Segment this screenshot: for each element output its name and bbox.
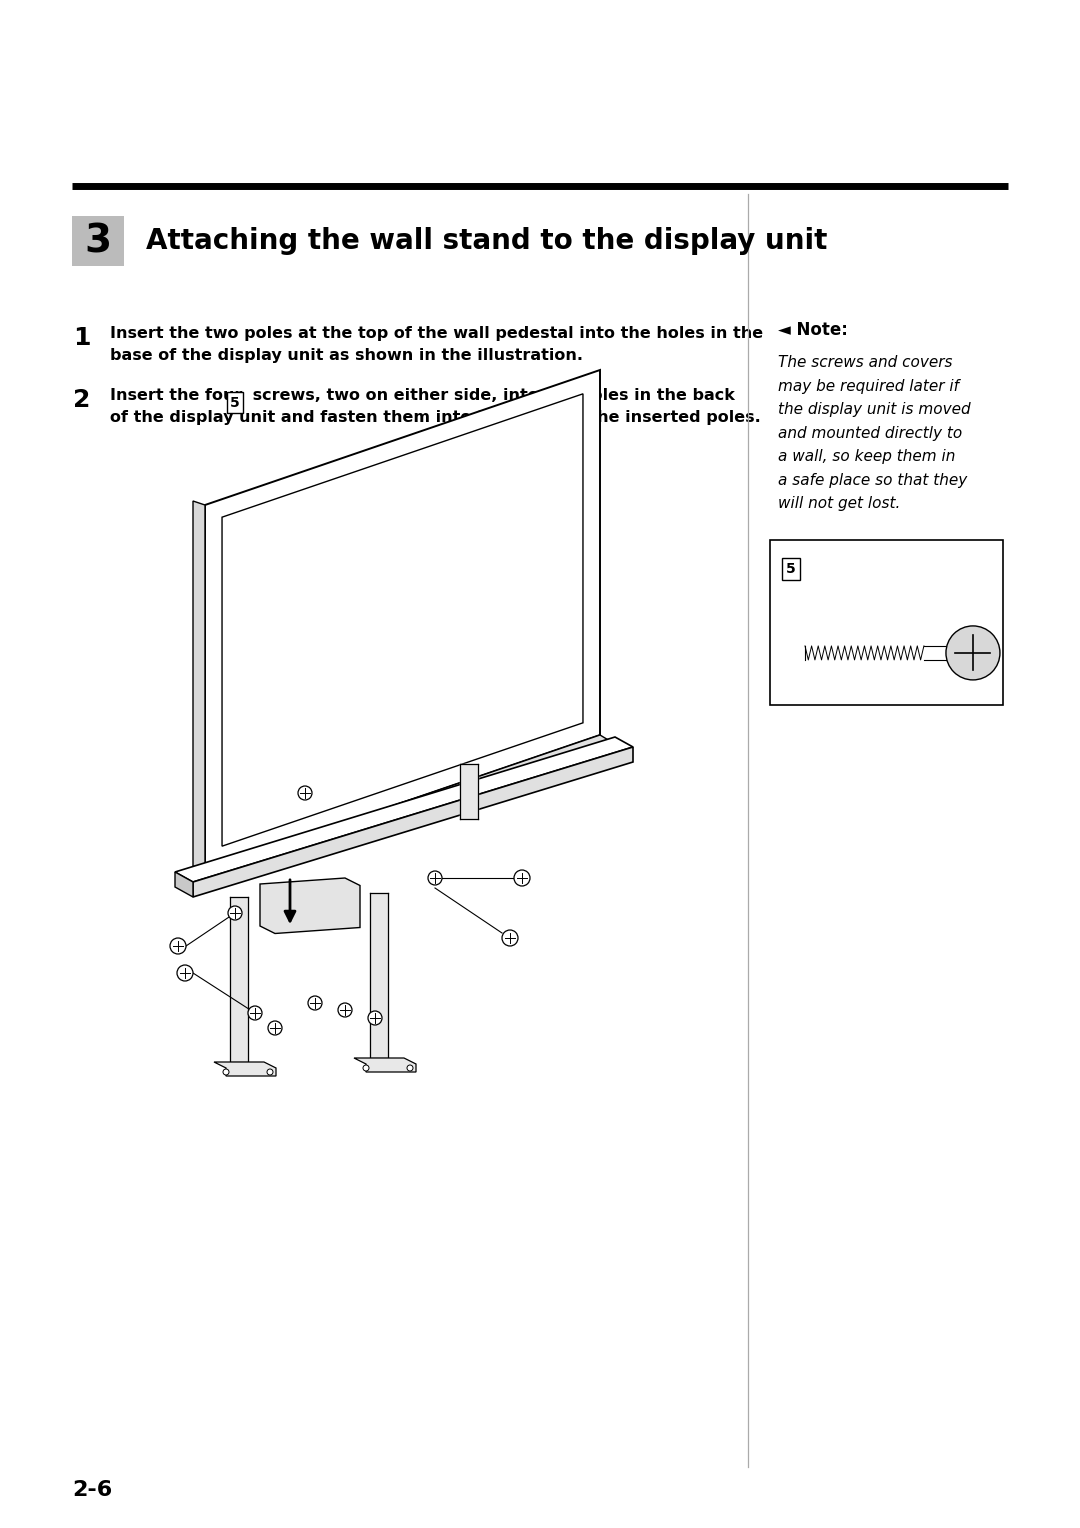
Text: Insert the two poles at the top of the wall pedestal into the holes in the: Insert the two poles at the top of the w… xyxy=(110,327,764,341)
Polygon shape xyxy=(193,747,633,897)
Circle shape xyxy=(177,966,193,981)
Circle shape xyxy=(428,871,442,885)
Text: Insert the four: Insert the four xyxy=(110,388,248,403)
Text: may be required later if: may be required later if xyxy=(778,379,959,394)
Polygon shape xyxy=(205,370,600,869)
Polygon shape xyxy=(354,1057,416,1073)
Polygon shape xyxy=(205,735,620,882)
Text: the display unit is moved: the display unit is moved xyxy=(778,402,971,417)
Text: will not get lost.: will not get lost. xyxy=(778,497,901,512)
Bar xyxy=(782,558,800,581)
Circle shape xyxy=(222,1070,229,1076)
Text: of the display unit and fasten them into the holes in the inserted poles.: of the display unit and fasten them into… xyxy=(110,411,760,425)
Text: 2-6: 2-6 xyxy=(72,1481,112,1500)
Circle shape xyxy=(368,1012,382,1025)
Circle shape xyxy=(267,1070,273,1076)
Text: base of the display unit as shown in the illustration.: base of the display unit as shown in the… xyxy=(110,348,583,364)
Polygon shape xyxy=(193,501,205,869)
Circle shape xyxy=(407,1065,413,1071)
Text: Assembly screw: Assembly screw xyxy=(810,562,933,578)
Circle shape xyxy=(363,1065,369,1071)
Text: screws, two on either side, into the holes in the back: screws, two on either side, into the hol… xyxy=(247,388,734,403)
Circle shape xyxy=(248,1005,262,1021)
Circle shape xyxy=(308,996,322,1010)
Bar xyxy=(72,217,124,266)
Text: 2: 2 xyxy=(73,388,91,413)
Circle shape xyxy=(170,938,186,953)
Bar xyxy=(770,539,1003,704)
Text: 1: 1 xyxy=(73,327,91,350)
Text: 3: 3 xyxy=(84,223,111,260)
Circle shape xyxy=(228,906,242,920)
Bar xyxy=(805,646,950,660)
Text: (M5-30) x 4: (M5-30) x 4 xyxy=(810,585,897,601)
Circle shape xyxy=(946,626,1000,680)
Text: a wall, so keep them in: a wall, so keep them in xyxy=(778,449,956,465)
Text: and mounted directly to: and mounted directly to xyxy=(778,426,962,442)
Text: 5: 5 xyxy=(230,396,240,410)
Polygon shape xyxy=(175,872,193,897)
Text: ◄ Note:: ◄ Note: xyxy=(778,321,848,339)
Polygon shape xyxy=(175,736,633,882)
Circle shape xyxy=(298,785,312,801)
Text: Attaching the wall stand to the display unit: Attaching the wall stand to the display … xyxy=(146,228,827,255)
Circle shape xyxy=(338,1002,352,1018)
Polygon shape xyxy=(222,394,583,847)
Text: a safe place so that they: a safe place so that they xyxy=(778,472,968,487)
Circle shape xyxy=(268,1021,282,1034)
Text: The screws and covers: The screws and covers xyxy=(778,356,953,370)
Circle shape xyxy=(502,931,518,946)
Bar xyxy=(227,393,243,414)
Circle shape xyxy=(514,869,530,886)
Polygon shape xyxy=(260,879,360,934)
Text: 5: 5 xyxy=(786,562,796,576)
Polygon shape xyxy=(214,1062,276,1076)
